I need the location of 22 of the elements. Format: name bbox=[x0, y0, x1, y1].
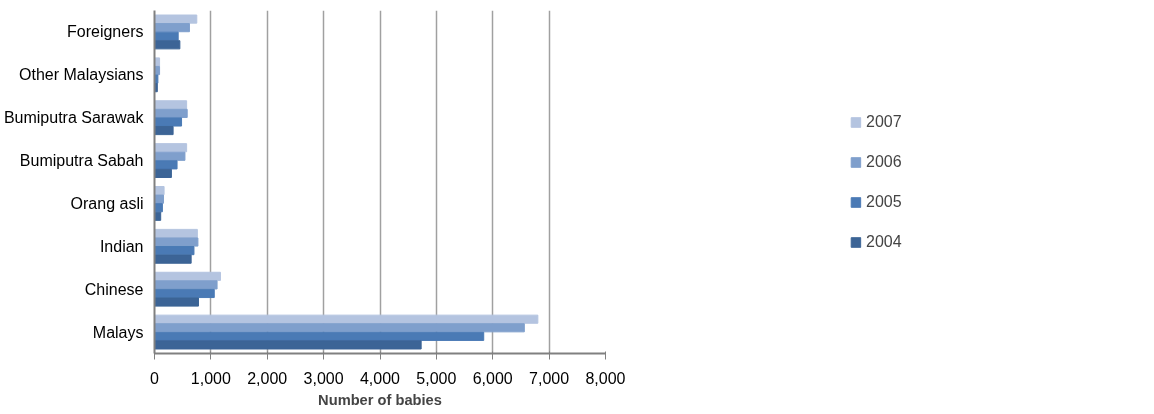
y-tick-label: Foreigners bbox=[67, 23, 144, 41]
legend-label: 2004 bbox=[866, 232, 903, 251]
x-tick-label: 1,000 bbox=[190, 369, 231, 387]
x-tick-label: 5,000 bbox=[416, 369, 457, 387]
y-tick-label: Orang asli bbox=[70, 194, 144, 212]
y-tick-label: Bumiputra Sarawak bbox=[3, 109, 145, 127]
x-tick-label: 2,000 bbox=[247, 369, 288, 387]
y-tick-label: Chinese bbox=[84, 280, 144, 298]
y-tick-label: Other Malaysians bbox=[19, 66, 144, 84]
y-tick-label: Bumiputra Sabah bbox=[19, 152, 144, 170]
x-tick-label: 4,000 bbox=[359, 369, 401, 387]
x-tick-label: 8,000 bbox=[585, 369, 626, 387]
y-tick-label: Indian bbox=[99, 237, 144, 255]
legend-label: 2006 bbox=[866, 152, 903, 171]
x-tick-label: 7,000 bbox=[529, 369, 570, 387]
y-tick-label: Malays bbox=[92, 323, 144, 341]
x-tick-label: 0 bbox=[150, 369, 160, 387]
legend-label: 2005 bbox=[866, 192, 903, 211]
x-tick-label: 6,000 bbox=[472, 369, 513, 387]
legend-label: 2007 bbox=[866, 112, 903, 131]
x-tick-label: 3,000 bbox=[303, 369, 344, 387]
x-axis-title: Number of babies bbox=[318, 391, 442, 408]
